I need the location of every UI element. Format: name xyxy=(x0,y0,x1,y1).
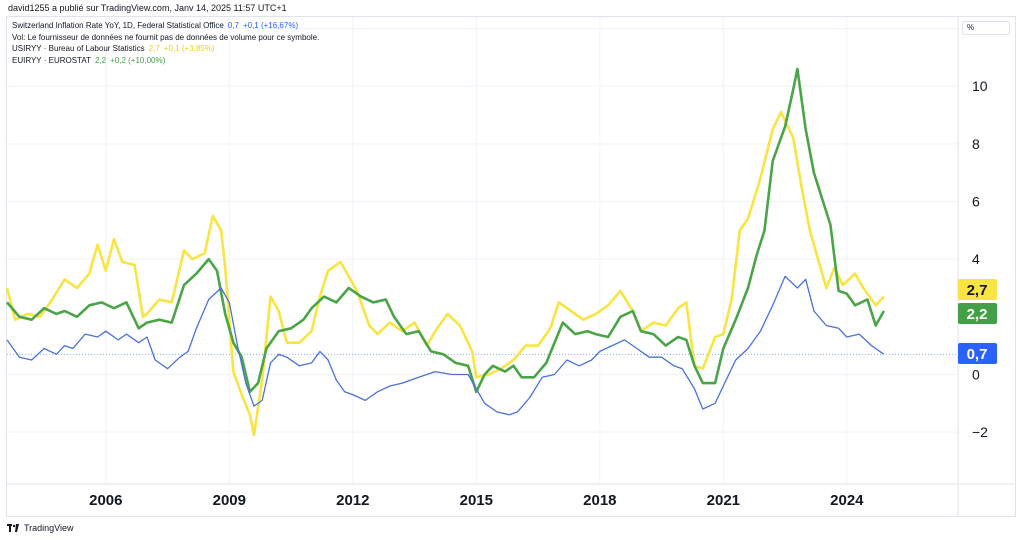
y-tick-label: 10 xyxy=(972,78,988,94)
legend-change: +0,1 (+16,67%) xyxy=(242,21,299,30)
last-value-badge-label: 2,7 xyxy=(967,282,988,299)
last-value-badge xyxy=(958,343,997,364)
legend-value: 0,7 xyxy=(227,21,239,30)
publisher-line: david1255 a publié sur TradingView.com, … xyxy=(8,3,287,13)
legend-row-usiryy[interactable]: USIRYY · Bureau of Labour Statistics 2,7 +… xyxy=(12,43,319,55)
y-tick-label: −2 xyxy=(972,424,988,440)
legend-title: EUIRYY · EUROSTAT xyxy=(12,55,91,65)
last-value-badge-label: 2,2 xyxy=(967,306,988,323)
legend-value: 2,2 xyxy=(94,55,107,65)
y-tick-label: 6 xyxy=(972,193,980,209)
series-line-usiryy[interactable] xyxy=(5,110,885,437)
x-tick-label: 2024 xyxy=(830,492,864,509)
y-tick-label: 0 xyxy=(972,366,980,382)
x-tick-label: 2012 xyxy=(336,492,369,509)
legend-change: +0,2 (+10,00%) xyxy=(110,55,166,65)
x-tick-label: 2018 xyxy=(583,492,616,509)
x-tick-label: 2021 xyxy=(707,492,740,509)
series-line-euiryy[interactable] xyxy=(6,67,886,394)
legend-title: Vol: Le fournisseur de données ne fourni… xyxy=(12,32,320,42)
chart-pane[interactable] xyxy=(6,16,1016,517)
series-line-switzerland-inflation-rate-yoy[interactable] xyxy=(6,275,885,416)
last-value-badge xyxy=(958,303,997,324)
y-tick-label: 4 xyxy=(972,251,980,267)
legend: Switzerland Inflation Rate YoY, 1D, Fede… xyxy=(12,20,319,66)
footer-brand: TradingView xyxy=(7,523,74,533)
legend-change: +0,1 (+3,85%) xyxy=(163,44,215,53)
legend-row-volume: Vol: Le fournisseur de données ne fourni… xyxy=(12,32,319,44)
legend-row-switzerland[interactable]: Switzerland Inflation Rate YoY, 1D, Fede… xyxy=(12,20,319,32)
legend-title: Switzerland Inflation Rate YoY, 1D, Fede… xyxy=(12,21,224,30)
x-tick-label: 2006 xyxy=(89,492,122,509)
legend-row-euiryy[interactable]: EUIRYY · EUROSTAT 2,2 +0,2 (+10,00%) xyxy=(12,55,319,67)
y-tick-label: 8 xyxy=(972,136,980,152)
footer-brand-label: TradingView xyxy=(24,523,74,533)
last-value-badge-label: 0,7 xyxy=(967,346,988,363)
legend-value: 2,7 xyxy=(148,44,160,53)
last-value-badge xyxy=(958,279,997,300)
legend-title: USIRYY · Bureau of Labour Statistics xyxy=(12,44,145,53)
x-tick-label: 2015 xyxy=(460,492,493,509)
unit-selector[interactable]: % xyxy=(962,21,1010,35)
x-tick-label: 2009 xyxy=(213,492,246,509)
tradingview-logo-icon xyxy=(7,523,19,532)
